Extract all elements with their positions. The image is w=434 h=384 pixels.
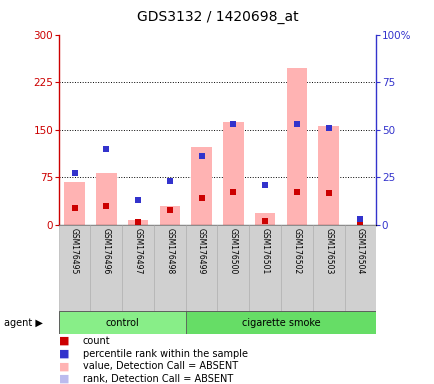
Point [135,197,141,203]
Point [261,182,268,188]
Text: ■: ■ [59,336,69,346]
Bar [286,68,306,225]
Point [198,153,205,159]
Text: GSM176497: GSM176497 [133,228,142,275]
Point [229,121,236,127]
Point [71,170,78,176]
Point [71,204,78,210]
Bar [280,225,312,311]
Point [103,146,109,152]
Text: value, Detection Call = ABSENT: value, Detection Call = ABSENT [82,361,237,371]
Text: control: control [105,318,139,328]
Point [229,189,236,195]
Point [261,218,268,224]
Text: agent ▶: agent ▶ [4,318,43,328]
Point [324,125,332,131]
Point [293,121,299,127]
Bar [185,311,375,334]
Text: ■: ■ [59,374,69,384]
Point [356,222,363,228]
Bar [59,311,185,334]
Text: percentile rank within the sample: percentile rank within the sample [82,349,247,359]
Bar [90,225,122,311]
Point [135,197,141,203]
Point [166,178,173,184]
Bar [159,206,180,225]
Point [356,216,363,222]
Point [103,146,109,152]
Bar [223,122,243,225]
Bar [64,182,85,225]
Text: ■: ■ [59,361,69,371]
Bar [185,225,217,311]
Point [324,190,332,196]
Text: GSM176502: GSM176502 [292,228,301,274]
Text: GDS3132 / 1420698_at: GDS3132 / 1420698_at [136,10,298,24]
Bar [312,225,344,311]
Point [166,207,173,213]
Text: cigarette smoke: cigarette smoke [241,318,319,328]
Point [198,153,205,159]
Point [103,203,109,209]
Bar [122,225,154,311]
Bar [128,220,148,225]
Bar [191,147,211,225]
Bar [96,173,116,225]
Text: GSM176501: GSM176501 [260,228,269,274]
Text: GSM176499: GSM176499 [197,228,206,275]
Bar [254,213,275,225]
Bar [217,225,249,311]
Text: GSM176498: GSM176498 [165,228,174,274]
Bar [59,225,90,311]
Text: GSM176500: GSM176500 [228,228,237,275]
Bar [344,225,375,311]
Point [135,219,141,225]
Point [261,182,268,188]
Text: GSM176504: GSM176504 [355,228,364,275]
Bar [318,126,338,225]
Point [293,189,299,195]
Bar [154,225,185,311]
Text: rank, Detection Call = ABSENT: rank, Detection Call = ABSENT [82,374,232,384]
Point [71,170,78,176]
Bar [249,225,280,311]
Point [198,195,205,201]
Text: GSM176503: GSM176503 [323,228,332,275]
Point [293,121,299,127]
Point [229,121,236,127]
Text: count: count [82,336,110,346]
Text: GSM176495: GSM176495 [70,228,79,275]
Point [324,125,332,131]
Point [166,178,173,184]
Point [356,216,363,222]
Text: ■: ■ [59,349,69,359]
Text: GSM176496: GSM176496 [102,228,111,275]
